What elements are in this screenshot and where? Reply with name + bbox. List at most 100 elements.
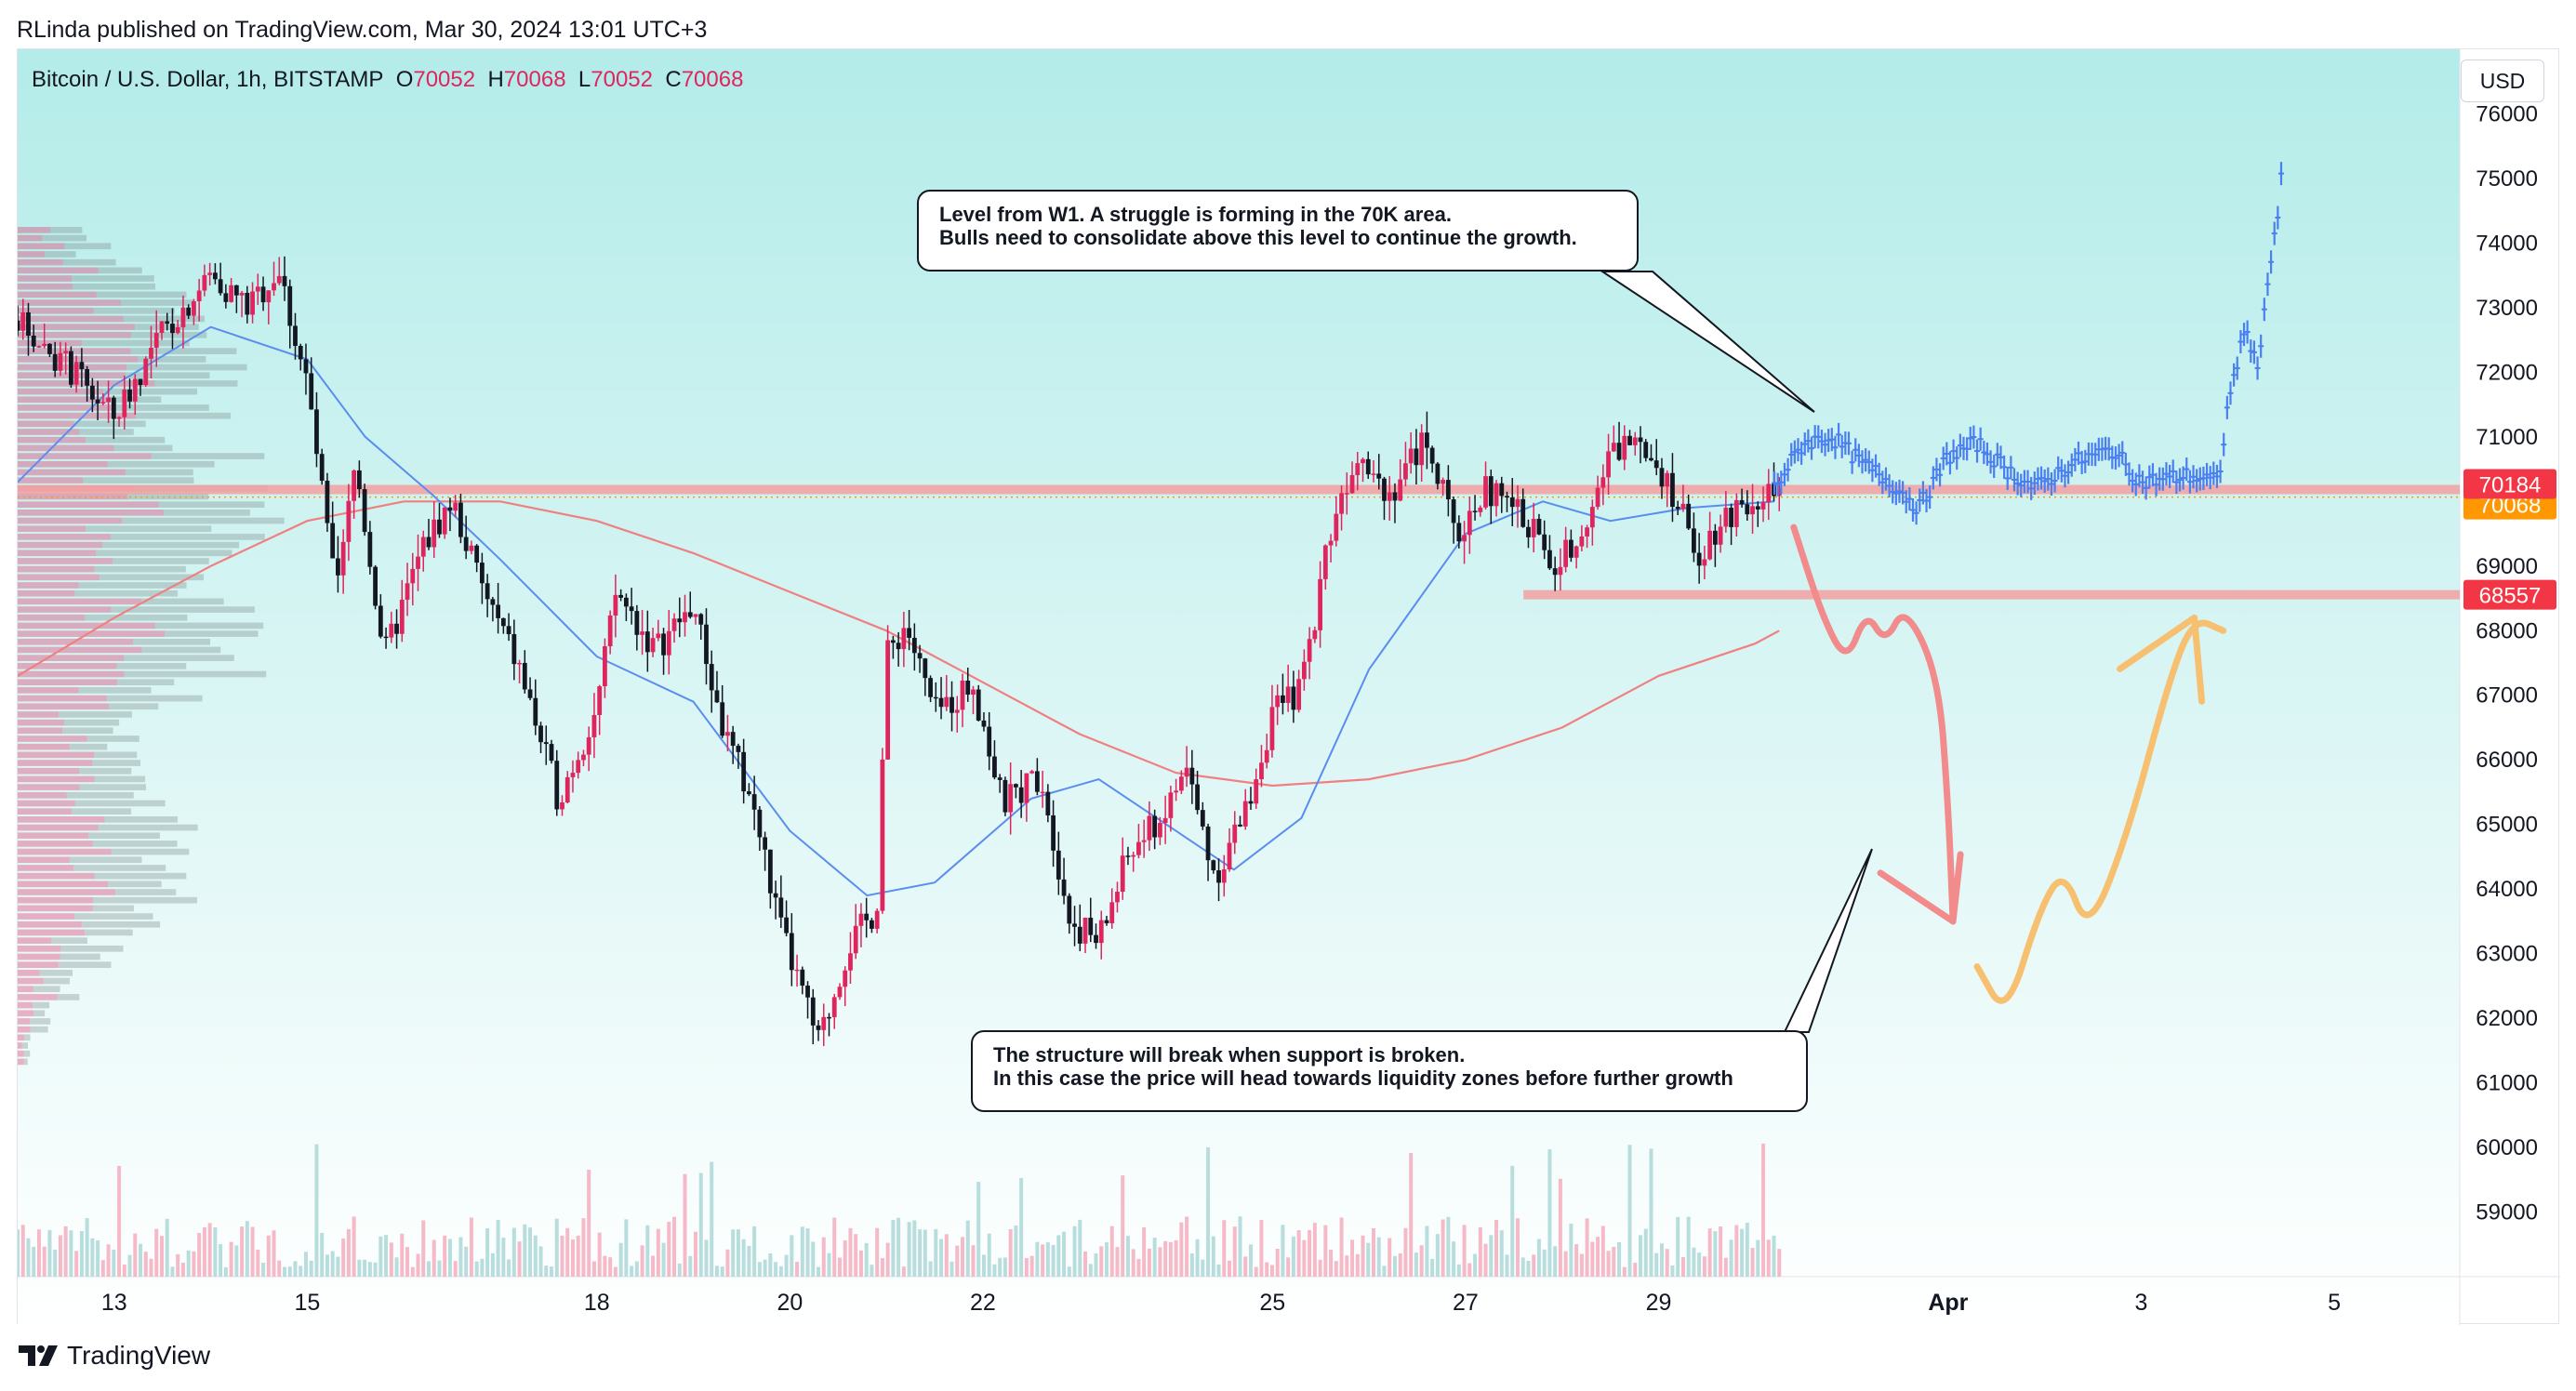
candle-body [1509,497,1515,508]
volume-profile-bar [73,420,146,428]
volume-profile-bar [33,1010,46,1017]
candle-body [666,630,671,656]
volume-profile-bar [18,986,33,993]
candle-body [1739,499,1745,505]
price-tag-label: 70184 [2479,473,2542,498]
volume-bar [576,1235,580,1277]
volume-bar [1750,1248,1755,1277]
volume-bar [757,1262,762,1277]
volume-bar [1729,1239,1733,1277]
candle-body [1088,917,1094,935]
slow-moving-average [18,500,1780,788]
price-tick-label: 62000 [2476,1006,2538,1031]
candle-body [1242,801,1248,827]
volume-bar [1019,1178,1024,1277]
volume-bar [309,1260,313,1277]
volume-bar [550,1266,554,1277]
volume-bar [1136,1259,1141,1277]
footer-logo[interactable]: TradingView [19,1341,210,1371]
candle-body [1536,518,1542,535]
volume-profile-bar [138,356,206,363]
volume-profile-bar [18,606,112,613]
volume-bar [811,1241,816,1277]
volume-bar [1024,1258,1029,1277]
volume-bar [603,1255,607,1277]
candle-body [1733,499,1739,527]
volume-bar [1281,1225,1285,1277]
volume-profile-bar [123,315,205,323]
volume-profile-bar [18,614,86,621]
candle-body [1269,707,1275,750]
volume-bar [1254,1266,1258,1277]
candle-body [693,614,698,617]
candle-body [1322,545,1328,579]
candle-body [138,378,143,386]
price-axis[interactable]: 59000 60000 61000 62000 63000 64000 65000 66000… [2476,101,2538,1225]
volume-profile-bar [94,565,186,573]
volume-bar [1553,1246,1558,1277]
candle-body [20,312,26,331]
candle-body [554,761,560,810]
candle-body [1632,437,1638,445]
candle-body [410,568,416,584]
volume-bar [154,1228,159,1277]
volume-profile-bar [92,905,134,912]
volume-profile-bar [58,711,132,718]
time-axis[interactable]: 13 15 18 20 22 25 27 29 Apr 3 5 [101,1290,2341,1316]
volume-bar [961,1237,965,1277]
candle-body [741,751,747,792]
volume-profile-bar [96,291,187,298]
candle-body [644,631,650,653]
candle-body [1067,895,1072,924]
candle-body [367,532,373,567]
volume-profile-bar [124,670,267,678]
volume-bar [400,1233,405,1277]
candle-body [976,689,981,721]
volume-bar [1302,1239,1307,1277]
candle-body [1264,749,1269,763]
candle-body [720,702,725,736]
volume-bar [85,1218,89,1277]
candle-body [383,636,389,639]
volume-bar [560,1235,564,1277]
volume-profile-bar [18,751,95,759]
price-tick-label: 59000 [2476,1200,2538,1225]
volume-bar [197,1233,202,1277]
volume-bar [1532,1254,1536,1277]
volume-bar [1008,1228,1013,1277]
candle-body [1382,478,1387,501]
candle-body [890,640,896,643]
time-tick-label: 3 [2135,1290,2148,1316]
candle-body [923,658,928,679]
volume-profile-bar [113,404,209,411]
high-label: H [487,67,504,92]
candle-body [1045,791,1051,815]
symbol-legend: Bitcoin / U.S. Dollar, 1h, BITSTAMP O700… [32,67,743,93]
volume-profile-bar [18,534,111,540]
volume-bar [1478,1226,1482,1277]
volume-bar [517,1241,522,1277]
volume-profile-bar [18,743,70,750]
currency-button[interactable]: USD [2461,60,2544,102]
candle-body [1649,457,1653,461]
volume-bar [394,1257,399,1277]
time-tick-label: 13 [101,1290,127,1316]
volume-bar [790,1235,794,1277]
candle-body [591,715,597,737]
volume-bar [821,1237,826,1277]
candle-body [1616,443,1622,460]
candle-body [800,969,805,986]
candle-body [1659,468,1665,487]
candle-body [987,726,992,757]
volume-profile-bar [18,767,80,775]
candle-body [1344,493,1349,495]
candle-body [1061,879,1067,896]
volume-bar [880,1258,884,1277]
volume-bar [944,1234,949,1277]
volume-bar [180,1263,185,1277]
candle-body [1275,695,1281,708]
candle-body [1542,534,1547,550]
candle-body [1328,540,1334,546]
candle-body [18,320,20,331]
volume-profile-bar [114,889,177,895]
